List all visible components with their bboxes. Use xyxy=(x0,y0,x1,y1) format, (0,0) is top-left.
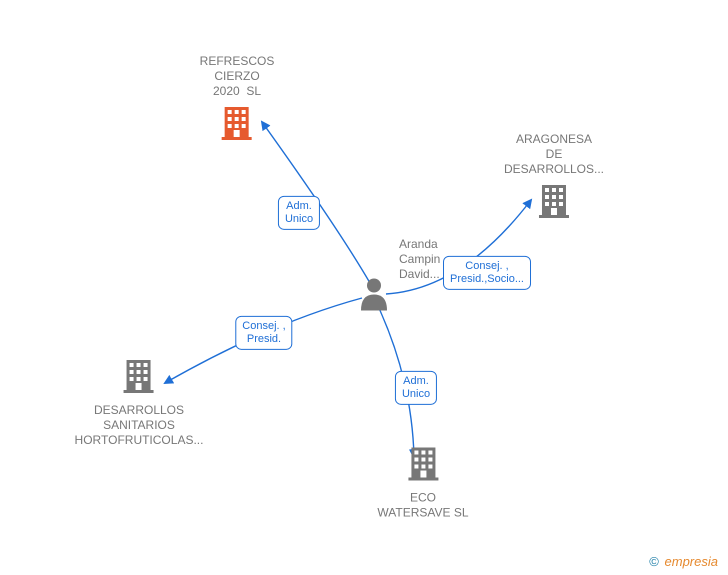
company-node-desarrollos[interactable]: DESARROLLOS SANITARIOS HORTOFRUTICOLAS..… xyxy=(75,356,204,448)
building-icon xyxy=(218,128,256,145)
person-icon xyxy=(359,298,389,315)
edge-label-eco: Adm. Unico xyxy=(395,371,437,405)
building-icon xyxy=(120,381,158,398)
company-label-aragonesa: ARAGONESA DE DESARROLLOS... xyxy=(504,132,604,177)
company-node-refrescos[interactable]: REFRESCOS CIERZO 2020 SL xyxy=(200,54,275,146)
building-icon xyxy=(404,469,442,486)
center-person-node[interactable] xyxy=(359,277,389,316)
edge-label-aragonesa: Consej. , Presid.,Socio... xyxy=(443,256,531,290)
diagram-stage: Aranda Campin David... REFRESCOS CIERZO 2… xyxy=(0,0,728,575)
center-person-label: Aranda Campin David... xyxy=(399,237,440,282)
edge-label-desarrollos: Consej. , Presid. xyxy=(235,316,292,350)
copyright-symbol: © xyxy=(649,554,659,569)
watermark: © empresia xyxy=(649,554,718,569)
brand-name: empresia xyxy=(665,554,718,569)
building-icon xyxy=(535,206,573,223)
company-label-eco: ECO WATERSAVE SL xyxy=(377,491,468,521)
company-label-desarrollos: DESARROLLOS SANITARIOS HORTOFRUTICOLAS..… xyxy=(75,403,204,448)
company-node-aragonesa[interactable]: ARAGONESA DE DESARROLLOS... xyxy=(504,132,604,224)
edge-label-refrescos: Adm. Unico xyxy=(278,196,320,230)
company-node-eco[interactable]: ECO WATERSAVE SL xyxy=(377,444,468,521)
company-label-refrescos: REFRESCOS CIERZO 2020 SL xyxy=(200,54,275,99)
